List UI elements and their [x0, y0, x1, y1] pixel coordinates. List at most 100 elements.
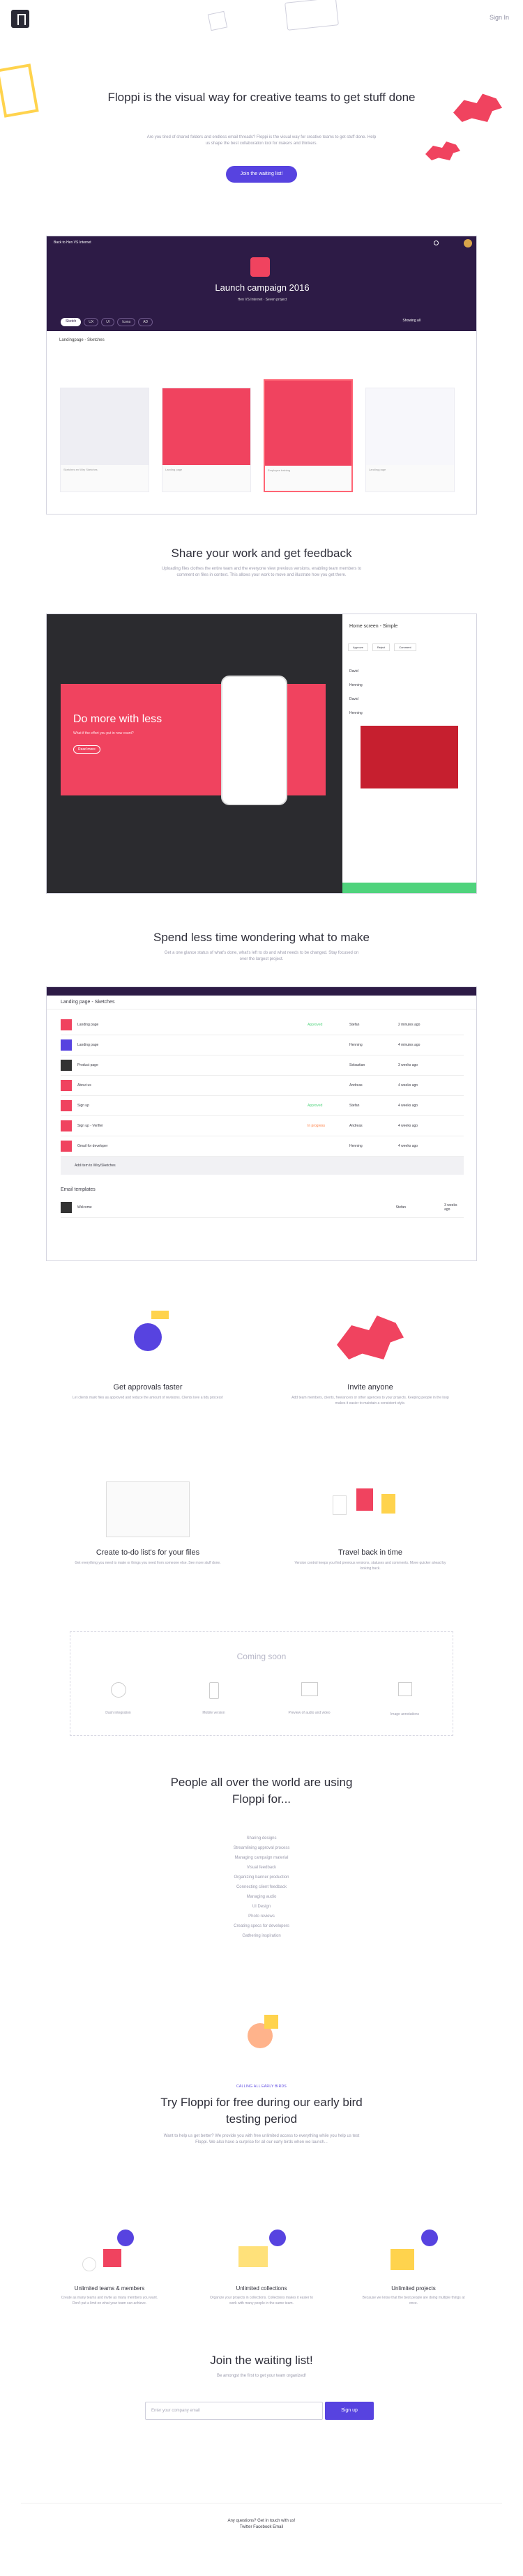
reject-button[interactable]: Reject: [372, 643, 391, 651]
early-bird-tag: CALLING ALL EARLY BIRDS: [236, 2085, 287, 2089]
decorative-paper-icon: [207, 10, 228, 31]
row-name: Landing page: [77, 1043, 99, 1047]
decorative-laptop-icon: [285, 0, 339, 31]
table-row[interactable]: Sign up Approved Stefan 4 weeks ago: [61, 1096, 464, 1116]
comment-button[interactable]: Comment: [394, 643, 416, 651]
use-case: UI Design: [252, 1905, 271, 1909]
file-card[interactable]: Employee training: [264, 379, 353, 492]
bird-illustration: [241, 2015, 282, 2064]
file-thumb-icon: [61, 1060, 72, 1071]
tab-icons[interactable]: Icons: [117, 318, 136, 326]
use-case: Creating specs for developers: [234, 1924, 289, 1928]
tab-sketch[interactable]: Sketch: [61, 318, 82, 326]
comment-author: Henning: [349, 683, 363, 687]
row-name: Welcome: [77, 1205, 92, 1210]
file-thumb-icon: [61, 1120, 72, 1131]
card-label: Landing page: [165, 468, 183, 471]
tab-ad[interactable]: AD: [138, 318, 153, 326]
approval-icon: [120, 1311, 176, 1366]
waiting-list-text: Be amongst the first to get your team or…: [216, 2374, 307, 2378]
coming-soon-items: Dash integration Mobile version Preview …: [70, 1682, 453, 1718]
approve-button[interactable]: Approve: [348, 643, 368, 651]
row-name: Sign up - Verifier: [77, 1124, 103, 1128]
file-card[interactable]: Landing page: [162, 388, 251, 492]
decorative-chair-icon: [0, 63, 39, 118]
file-card[interactable]: Sketches en Wiry Sketches: [60, 388, 149, 492]
projects-icon: [382, 2230, 445, 2278]
feature-title: Get approvals faster: [113, 1383, 183, 1392]
comment-image: [361, 726, 458, 788]
row-name: Gmail for developer: [77, 1144, 108, 1148]
table-row[interactable]: About us Andreas 4 weeks ago: [61, 1076, 464, 1096]
waiting-list-title: Join the waiting list!: [210, 2354, 313, 2367]
tab-strip: Sketch UX UI Icons AD: [61, 318, 153, 326]
email-input[interactable]: Enter your company email: [145, 2402, 323, 2420]
comment-author: Henning: [349, 711, 363, 715]
time: 4 weeks ago: [398, 1144, 418, 1148]
section-text-status: Get a one glance status of what's done, …: [164, 951, 359, 961]
preview-screenshot: Do more with less What if the effort you…: [46, 613, 477, 894]
benefit-title: Unlimited collections: [236, 2285, 287, 2292]
owner: Sebastian: [349, 1063, 365, 1067]
file-thumb-icon: [61, 1202, 72, 1213]
file-card[interactable]: Landing page: [365, 388, 455, 492]
banner-title: Do more with less: [73, 713, 162, 725]
early-bird-title: Try Floppi for free during our early bir…: [160, 2096, 363, 2126]
feature-approvals: Get approvals faster Let clients mark fi…: [68, 1311, 228, 1401]
teams-icon: [78, 2230, 141, 2278]
table-row[interactable]: Product page Sebastian 3 weeks ago: [61, 1055, 464, 1076]
members-label: Hen VS Internet: [237, 298, 263, 302]
tab-ui[interactable]: UI: [101, 318, 115, 326]
social-links[interactable]: Twitter Facebook Email: [239, 2525, 284, 2529]
table-row[interactable]: Gmail for developer Henning 4 weeks ago: [61, 1136, 464, 1157]
feedback-panel: Home screen - Simple Approve Reject Comm…: [342, 614, 476, 893]
banner-cta[interactable]: Read more: [73, 745, 100, 754]
file-thumb-icon: [61, 1080, 72, 1091]
use-case: Managing campaign material: [234, 1856, 289, 1860]
comment-author: David: [349, 697, 358, 701]
feature-version: Travel back in time Version control keep…: [290, 1481, 450, 1571]
owner: Andreas: [349, 1124, 363, 1128]
use-case: Streamlining approval process: [233, 1846, 290, 1850]
row-name: About us: [77, 1083, 91, 1088]
owner: Stefan: [395, 1205, 407, 1210]
add-item-row[interactable]: Add item to Wiry/Sketches: [61, 1157, 464, 1175]
footer-question: Any questions? Get in touch with us!: [227, 2519, 296, 2523]
search-icon[interactable]: [434, 241, 439, 245]
use-case: Sharing designs: [246, 1836, 277, 1840]
owner: Henning: [349, 1043, 363, 1047]
join-waiting-list-button[interactable]: Join the waiting list!: [226, 166, 297, 183]
coming-soon-box: Coming soon Dash integration Mobile vers…: [70, 1631, 453, 1736]
time: 4 minutes ago: [398, 1043, 420, 1047]
owner: Stefan: [349, 1023, 360, 1027]
benefit-projects: Unlimited projects Because we know that …: [361, 2230, 466, 2306]
benefit-title: Unlimited projects: [391, 2285, 436, 2292]
showing-all-filter[interactable]: Showing all: [402, 319, 420, 323]
list-header: Landing page - Sketches: [47, 996, 476, 1009]
avatar[interactable]: [464, 239, 472, 247]
floppi-logo[interactable]: [11, 10, 29, 28]
time: 4 weeks ago: [398, 1083, 418, 1088]
projects-label: Seven project: [265, 298, 287, 302]
audio-video-icon: Preview of audio and video: [279, 1682, 340, 1718]
signup-button[interactable]: Sign up: [325, 2402, 374, 2420]
green-input-bar[interactable]: [342, 883, 476, 893]
tab-ux[interactable]: UX: [84, 318, 99, 326]
signin-link[interactable]: Sign In: [489, 14, 509, 21]
decorative-dragon-icon: [453, 93, 502, 122]
status-badge: Approved: [308, 1104, 323, 1108]
table-row[interactable]: Landing page Henning 4 minutes ago: [61, 1035, 464, 1055]
feature-todo: Create to-do list's for your files Get e…: [68, 1481, 228, 1566]
coming-soon-label: Mobile version: [202, 1711, 225, 1715]
table-row[interactable]: Sign up - Verifier In progress Andreas 4 we…: [61, 1116, 464, 1136]
back-link[interactable]: Back to Hen VS Internet: [54, 241, 91, 245]
table-row[interactable]: Welcome Stefan 3 weeks ago: [61, 1198, 464, 1218]
feature-title: Create to-do list's for your files: [96, 1548, 200, 1557]
version-history-icon: [328, 1481, 412, 1537]
panel-title: Home screen - Simple: [349, 624, 398, 629]
use-case: Connecting client feedback: [236, 1885, 287, 1889]
table-row[interactable]: Landing page Approved Stefan 2 minutes ago: [61, 1015, 464, 1035]
feature-text: Get everything you need to make or thing…: [75, 1561, 221, 1565]
section-label: Landingpage - Sketches: [59, 338, 105, 342]
mobile-version-icon: Mobile version: [183, 1682, 245, 1718]
